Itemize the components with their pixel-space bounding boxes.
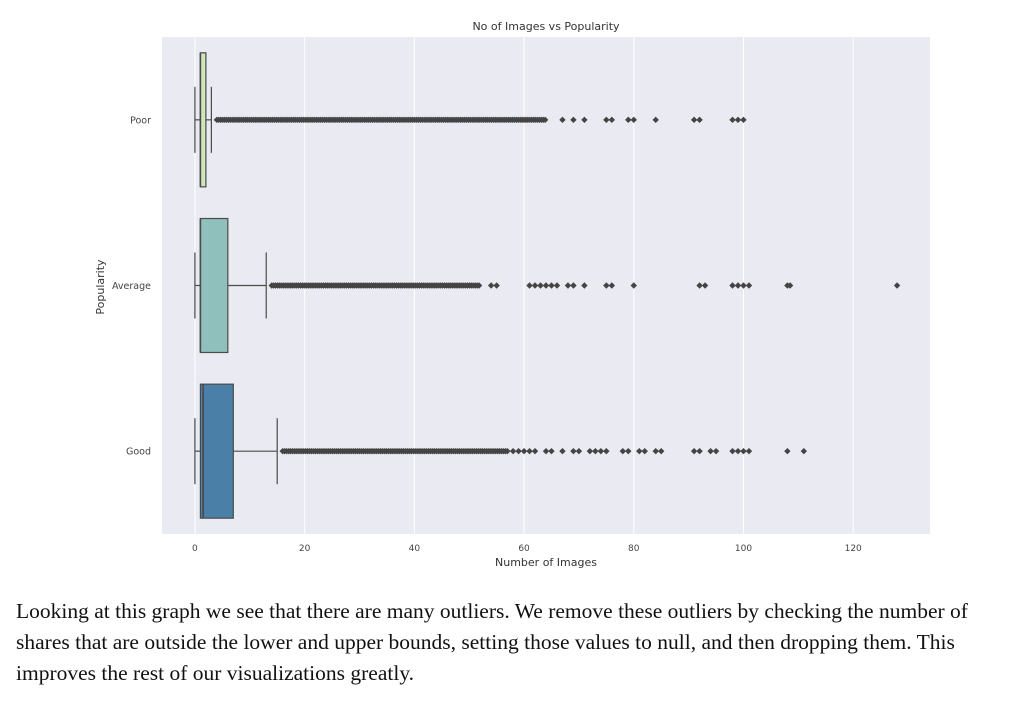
outlier-point [729, 116, 736, 124]
outlier-point [603, 116, 610, 124]
outlier-point [696, 282, 703, 289]
outlier-point [636, 447, 643, 455]
outlier-point [745, 282, 753, 289]
chart-title: No of Images vs Popularity [472, 20, 620, 33]
outlier-point [658, 447, 665, 455]
outlier-point [696, 116, 703, 124]
y-axis-categories: Poor Average Good [112, 115, 151, 457]
outlier-point [630, 116, 637, 124]
outlier-point [701, 282, 709, 289]
outlier-point [553, 282, 561, 289]
outlier-point [526, 447, 533, 455]
outlier-point [548, 447, 555, 455]
outlier-point [652, 116, 659, 124]
caption-paragraph: Looking at this graph we see that there … [16, 599, 968, 685]
x-tick-label: 0 [192, 544, 198, 554]
outlier-point [570, 116, 577, 124]
outlier-point [786, 282, 794, 289]
outlier-point [559, 116, 566, 124]
outlier-point [575, 447, 583, 455]
outlier-point [619, 447, 626, 455]
outlier-point [504, 447, 511, 455]
outlier-point [531, 282, 539, 289]
box-group [194, 383, 808, 519]
x-tick-label: 20 [299, 544, 311, 554]
outlier-point [652, 447, 659, 455]
x-tick-label: 80 [628, 544, 640, 554]
outlier-point [707, 447, 714, 455]
outlier-point [603, 282, 610, 289]
box-group [194, 52, 747, 188]
outlier-point [729, 447, 736, 455]
x-tick-label: 120 [845, 544, 862, 554]
outlier-point [541, 116, 549, 124]
outlier-point [597, 447, 605, 455]
outlier-point [893, 282, 901, 289]
outlier-point [729, 282, 736, 289]
outlier-point [581, 282, 588, 289]
x-tick-label: 40 [409, 544, 421, 554]
outlier-point [592, 447, 599, 455]
x-axis-label: Number of Images [495, 556, 597, 569]
outlier-point [509, 447, 517, 455]
outlier-point [641, 447, 648, 455]
outlier-point [712, 447, 720, 455]
outlier-point [734, 116, 742, 124]
outlier-point [493, 282, 500, 289]
y-category-label: Good [126, 447, 151, 458]
boxes [194, 52, 901, 519]
outlier-point [548, 282, 555, 289]
outlier-point [581, 116, 588, 124]
x-tick-label: 60 [518, 544, 530, 554]
outlier-point [542, 447, 550, 455]
outlier-point [559, 447, 566, 455]
outlier-point [570, 282, 577, 289]
outlier-point [800, 447, 808, 455]
box-iqr [199, 52, 207, 188]
box-iqr [199, 383, 234, 519]
outlier-point [740, 282, 747, 289]
outlier-point [564, 282, 572, 289]
outlier-point [745, 447, 753, 455]
chart-canvas: No of Images vs Popularity 0 20 40 60 80 100 1… [94, 20, 930, 569]
x-axis-ticks: 0 20 40 60 80 100 120 [192, 544, 862, 554]
y-axis-label: Popularity [94, 259, 107, 315]
outlier-point [603, 447, 610, 455]
outlier-point [690, 116, 698, 124]
outlier-point [630, 282, 637, 289]
outlier-point [531, 447, 539, 455]
box-group [194, 217, 901, 354]
x-tick-label: 100 [735, 544, 752, 554]
boxplot-chart: No of Images vs Popularity 0 20 40 60 80 100 1… [94, 20, 930, 569]
outlier-point [586, 447, 594, 455]
outlier-point [542, 282, 550, 289]
outlier-point [784, 447, 791, 455]
outlier-point [475, 282, 483, 289]
outlier-point [734, 282, 742, 289]
y-category-label: Average [112, 281, 151, 292]
box-iqr [199, 217, 229, 354]
outlier-point [515, 447, 522, 455]
outlier-point [734, 447, 742, 455]
outlier-point [520, 447, 528, 455]
outlier-point [570, 447, 577, 455]
outlier-point [608, 116, 616, 124]
outlier-point [526, 282, 533, 289]
outlier-point [487, 282, 495, 289]
outlier-point [696, 447, 703, 455]
y-category-label: Poor [130, 115, 151, 126]
outlier-point [740, 447, 747, 455]
outlier-point [740, 116, 747, 124]
outlier-point [625, 116, 632, 124]
outlier-point [608, 282, 616, 289]
outlier-point [625, 447, 632, 455]
outlier-point [537, 282, 544, 289]
outlier-point [690, 447, 698, 455]
